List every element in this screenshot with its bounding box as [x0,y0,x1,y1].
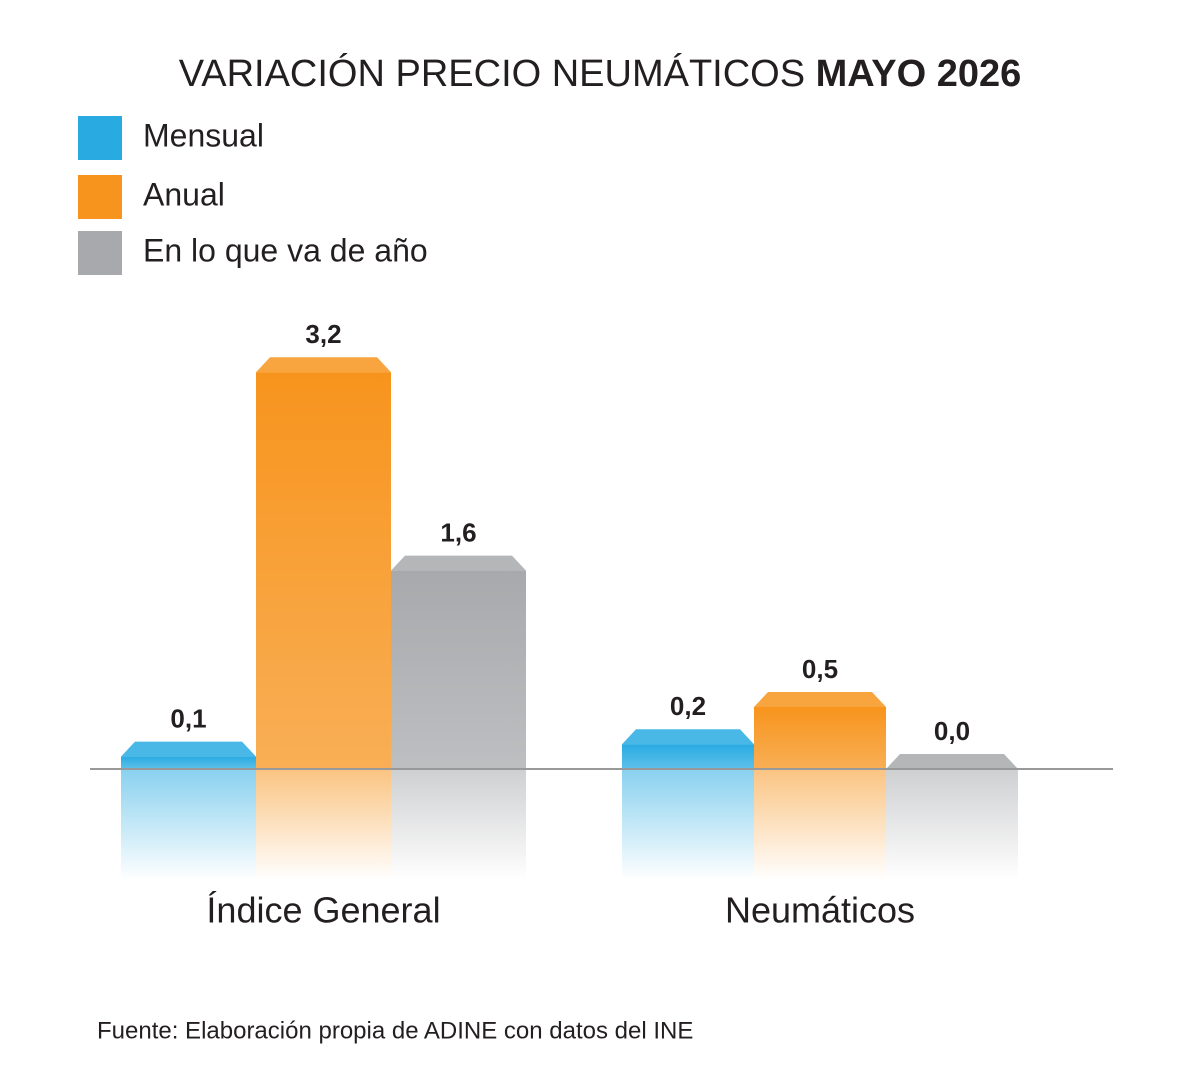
bar-top [391,555,526,571]
value-label: 0,1 [170,703,206,733]
x-tick-label: Neumáticos [725,890,915,931]
source: Fuente: Elaboración propia de ADINE con … [97,1017,693,1044]
bar [391,570,526,769]
value-label: 0,2 [670,691,706,721]
bar-top [754,692,886,707]
bar-reflection [121,770,256,880]
bar-top [121,741,256,757]
value-label: 0,5 [802,654,838,684]
legend-label: En lo que va de año [143,232,428,268]
title-emphasis: MAYO 2026 [816,53,1022,95]
bar-top [886,754,1018,769]
legend-swatch [78,231,122,275]
bar-reflection [622,770,754,880]
legend-swatch [78,116,122,160]
value-label: 3,2 [305,319,341,349]
x-tick-label: Índice General [206,890,440,931]
legend-label: Anual [143,176,225,212]
title-text: VARIACIÓN PRECIO NEUMÁTICOS [179,52,805,95]
legend-swatch [78,175,122,219]
bar [754,707,886,769]
legend-label: Mensual [143,117,264,153]
value-label: 0,0 [934,716,970,746]
bar-reflection [256,770,391,880]
bar [121,756,256,769]
bar-reflection [754,770,886,880]
value-label: 1,6 [440,517,476,547]
bar-top [256,357,391,373]
chart-title: VARIACIÓN PRECIO NEUMÁTICOS MAYO 2026 [179,52,1022,95]
bar-reflection [391,770,526,880]
bar [622,744,754,769]
bar-reflection [886,770,1018,880]
bar-top [622,729,754,745]
bar [256,372,391,769]
